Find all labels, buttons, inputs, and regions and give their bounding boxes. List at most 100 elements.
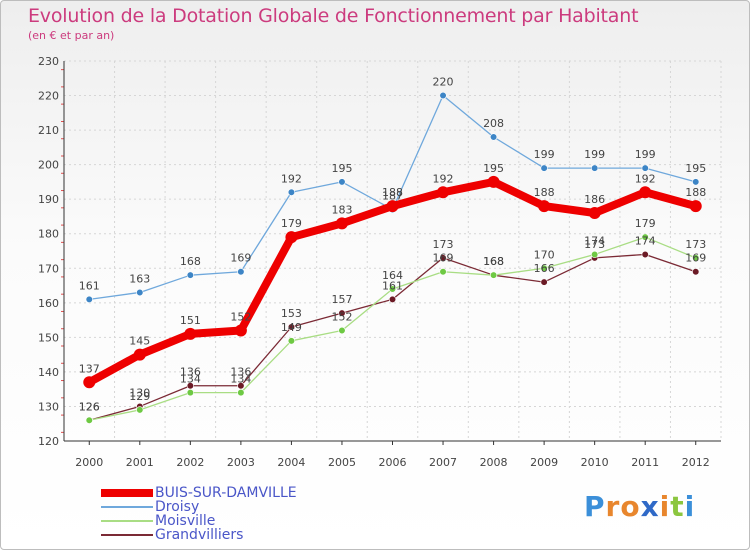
data-point	[85, 416, 93, 424]
legend-item-grandvilliers[interactable]: Grandvilliers	[101, 528, 297, 542]
legend-label-buis: BUIS-SUR-DAMVILLE	[155, 485, 297, 501]
data-point	[489, 271, 498, 279]
data-point	[692, 254, 700, 262]
logo-letter: r	[605, 490, 621, 523]
data-label: 126	[79, 400, 100, 413]
data-label: 195	[685, 162, 706, 175]
x-tick-label: 2004	[277, 456, 305, 469]
data-label: 169	[230, 252, 251, 265]
data-point	[338, 178, 346, 186]
x-tick-label: 2012	[682, 456, 710, 469]
legend-item-buis[interactable]: BUIS-SUR-DAMVILLE	[101, 486, 297, 500]
data-label: 161	[382, 279, 403, 292]
y-tick-label: 200	[38, 159, 59, 172]
data-label: 208	[483, 117, 504, 130]
data-point	[489, 133, 498, 141]
legend-swatch-droisy	[101, 506, 153, 508]
data-point	[186, 389, 194, 397]
data-label: 164	[382, 269, 403, 282]
chart-title: Evolution de la Dotation Globale de Fonc…	[28, 5, 639, 27]
data-point	[83, 376, 96, 389]
data-label: 188	[534, 186, 555, 199]
data-label: 137	[79, 362, 100, 375]
legend-swatch-grandvilliers	[101, 534, 153, 536]
data-point	[540, 278, 548, 286]
data-point	[184, 327, 197, 340]
data-point	[641, 164, 649, 172]
data-label: 170	[534, 248, 555, 261]
data-label: 192	[433, 172, 454, 185]
legend-label-moisville: Moisville	[155, 513, 216, 529]
data-point	[287, 337, 296, 345]
data-point	[588, 207, 601, 219]
x-tick-label: 2009	[530, 456, 558, 469]
data-point	[439, 91, 447, 100]
data-label: 152	[230, 310, 251, 323]
data-label: 199	[534, 148, 555, 161]
x-tick-label: 2001	[126, 456, 154, 469]
y-tick-label: 230	[38, 55, 59, 68]
data-point	[641, 250, 649, 259]
data-label: 126	[79, 400, 100, 413]
logo-letter: o	[620, 490, 641, 523]
data-point	[287, 188, 296, 196]
legend: BUIS-SUR-DAMVILLE Droisy Moisville Grand…	[101, 486, 297, 542]
y-tick-label: 150	[38, 331, 59, 344]
data-point	[388, 295, 397, 303]
x-tick-label: 2008	[480, 456, 508, 469]
data-label: 220	[433, 76, 454, 89]
data-point	[136, 406, 144, 414]
data-label: 186	[584, 193, 605, 206]
legend-item-moisville[interactable]: Moisville	[101, 514, 297, 528]
logo-letter: x	[640, 490, 660, 523]
data-point	[85, 295, 93, 303]
data-point	[386, 200, 399, 213]
data-point	[437, 186, 450, 199]
data-label: 173	[433, 238, 454, 251]
legend-item-droisy[interactable]: Droisy	[101, 500, 297, 514]
legend-label-droisy: Droisy	[155, 499, 200, 515]
data-point	[136, 288, 144, 297]
data-point	[186, 271, 194, 279]
data-point	[641, 233, 649, 241]
legend-swatch-moisville	[101, 520, 153, 522]
data-point	[692, 268, 700, 276]
y-tick-label: 210	[38, 124, 59, 137]
data-point	[186, 382, 194, 390]
data-point	[338, 326, 346, 335]
data-label: 169	[433, 252, 454, 265]
logo-letter: t	[670, 490, 685, 523]
x-tick-label: 2005	[328, 456, 356, 469]
x-tick-label: 2007	[429, 456, 457, 469]
data-label: 145	[129, 335, 150, 348]
data-label: 187	[382, 190, 403, 203]
y-tick-label: 190	[38, 193, 59, 206]
y-tick-label: 180	[38, 228, 59, 241]
y-tick-label: 160	[38, 297, 59, 310]
data-point	[591, 250, 599, 259]
x-tick-label: 2000	[75, 456, 103, 469]
data-point	[133, 348, 146, 361]
data-label: 195	[331, 162, 352, 175]
data-label: 179	[281, 217, 302, 230]
data-label: 169	[685, 252, 706, 265]
proxiti-logo[interactable]: Proxiti	[584, 490, 695, 523]
y-tick-label: 140	[38, 366, 59, 379]
data-point	[591, 164, 599, 172]
logo-letter: i	[659, 490, 671, 523]
data-label: 199	[635, 148, 656, 161]
data-point	[287, 323, 296, 331]
data-point	[487, 175, 500, 188]
data-point	[439, 268, 447, 276]
data-point	[540, 164, 548, 172]
data-label: 188	[382, 186, 403, 199]
logo-letter: i	[684, 490, 696, 523]
data-point	[237, 268, 245, 276]
data-label: 149	[281, 321, 302, 334]
data-label: 179	[635, 217, 656, 230]
legend-label-grandvilliers: Grandvilliers	[155, 527, 244, 543]
data-label: 136	[230, 366, 251, 379]
y-tick-label: 220	[38, 90, 59, 103]
x-tick-label: 2011	[631, 456, 659, 469]
